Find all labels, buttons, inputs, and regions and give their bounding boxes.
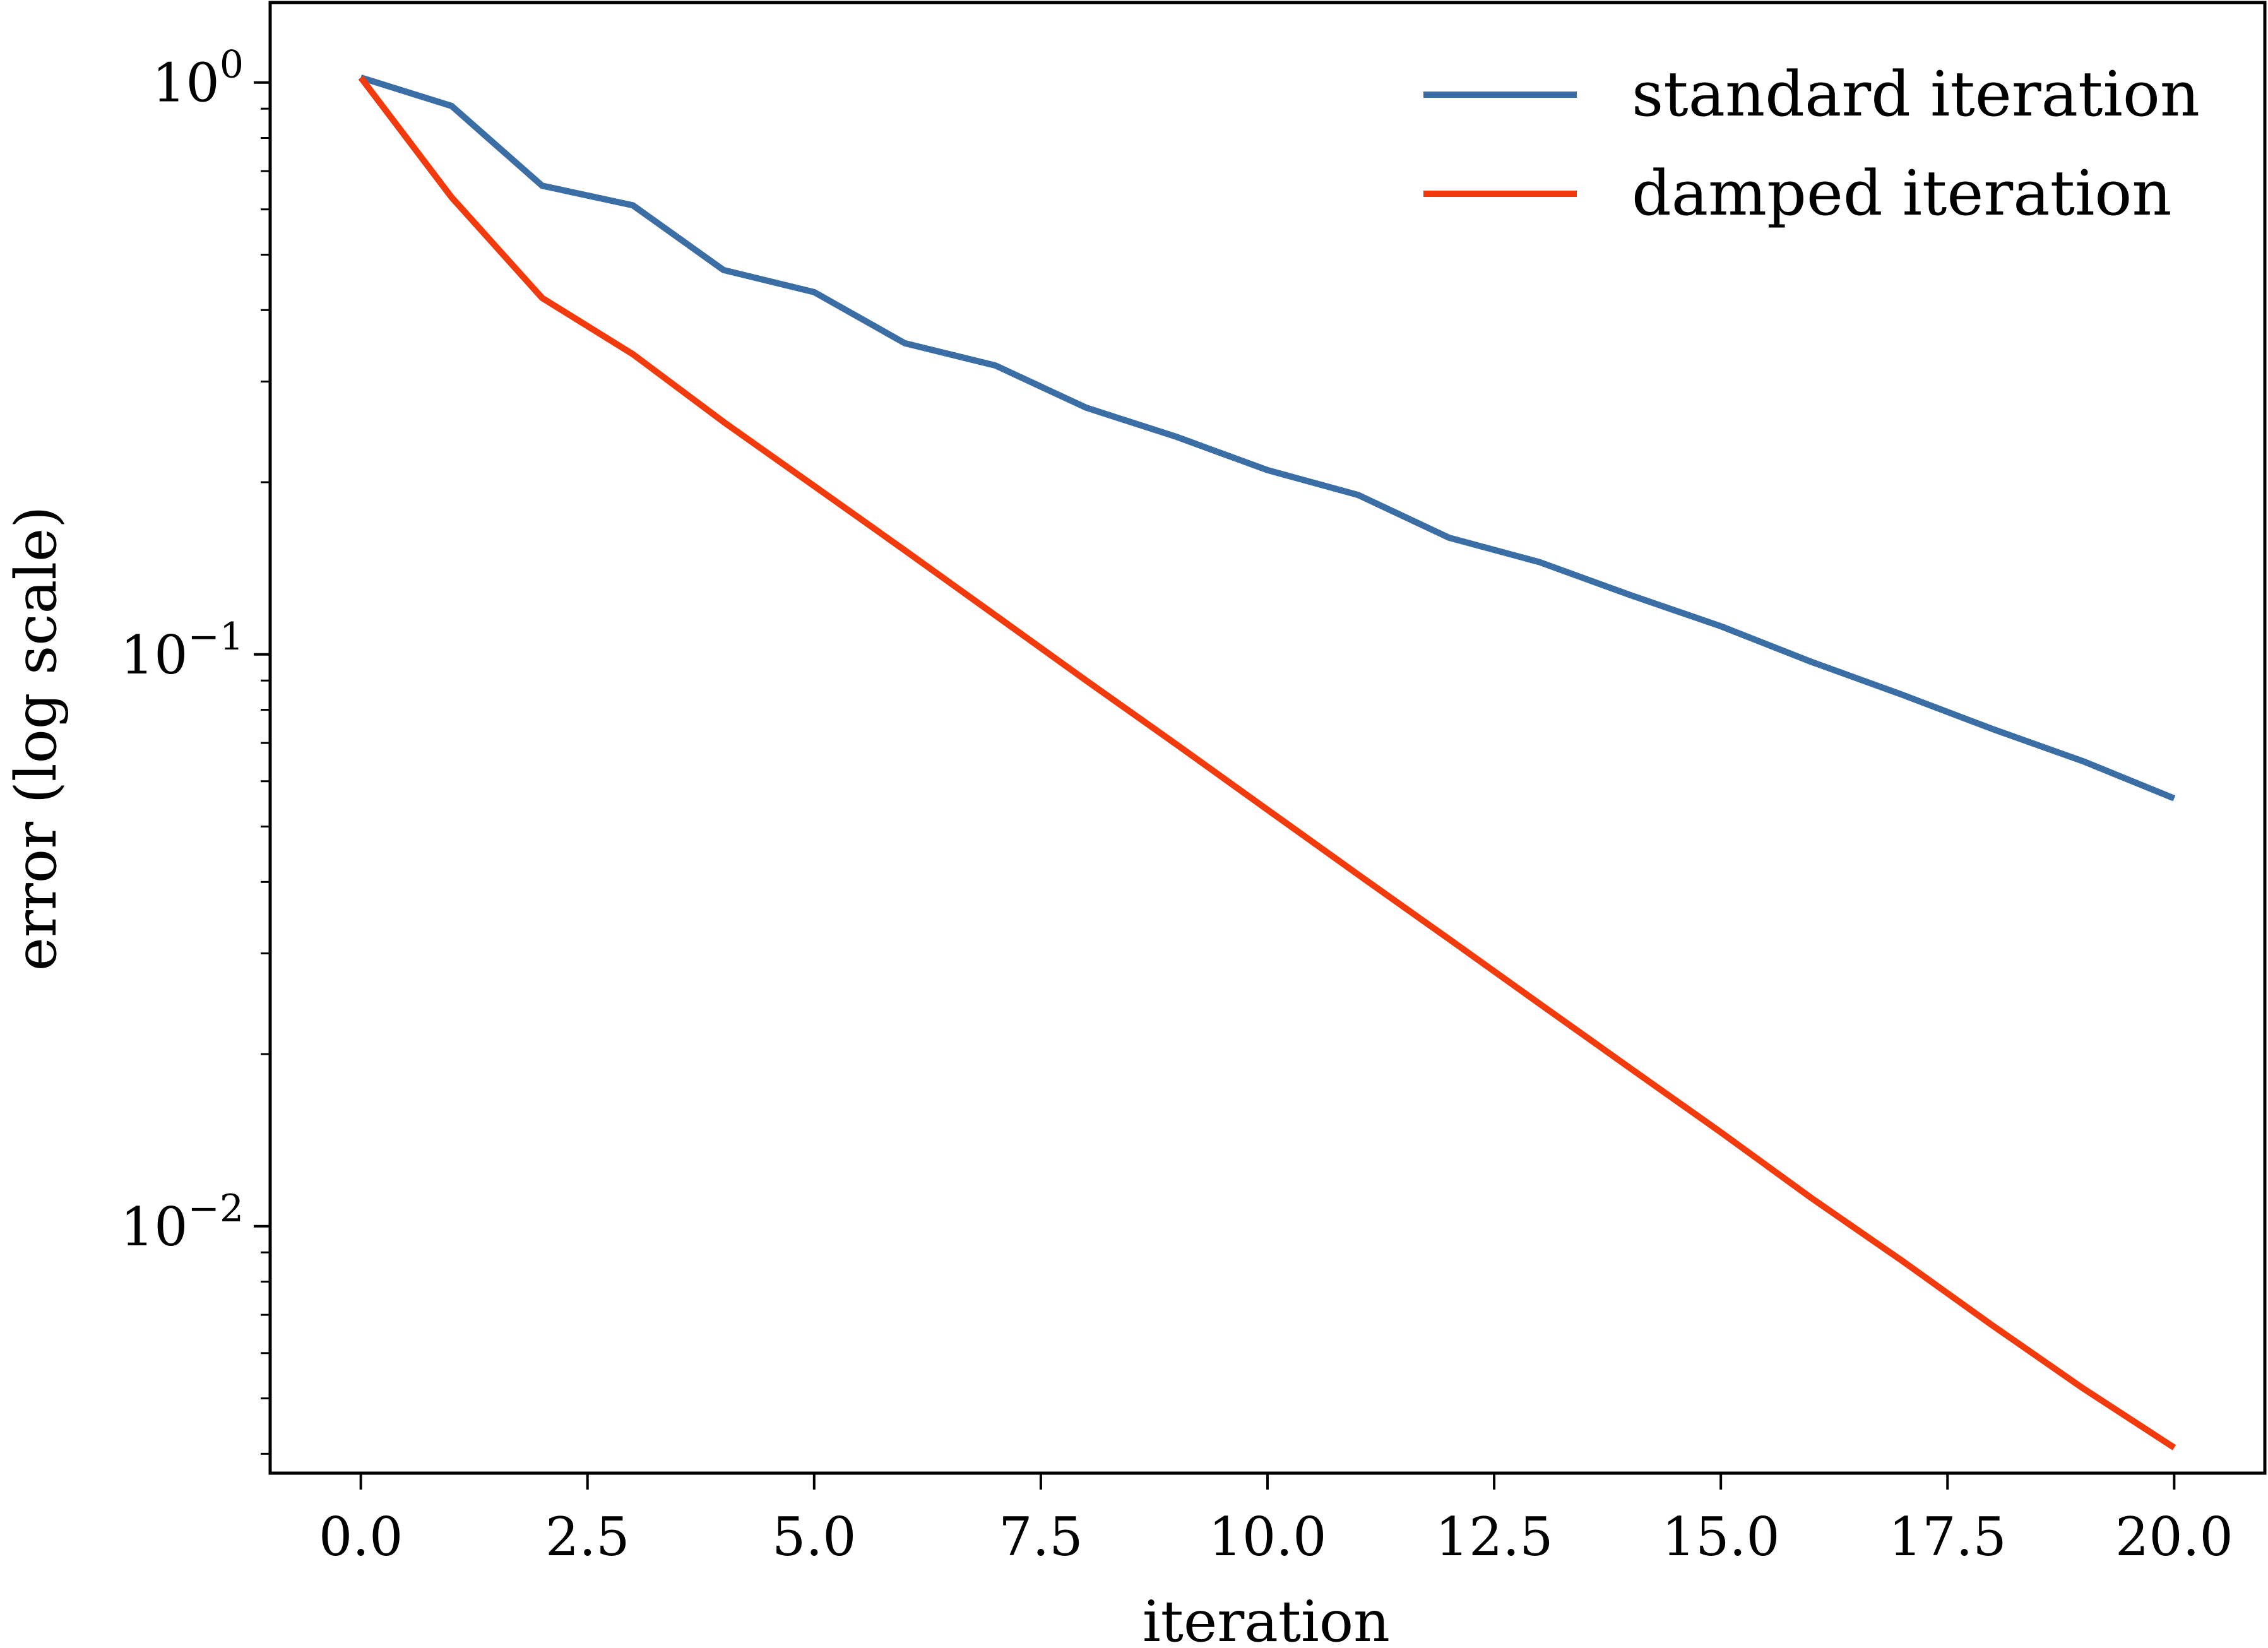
series-line-damped-iteration [358,75,2176,1450]
x-axis: 0.0 2.5 5.0 7.5 10.0 12.5 15.0 17.5 20.0 [319,1473,2233,1568]
x-tick-label: 2.5 [545,1506,630,1568]
series-layer [358,74,2176,1450]
x-tick-label: 5.0 [772,1506,857,1568]
y-tick-label: 100 [152,43,244,114]
x-tick-label: 20.0 [2115,1506,2233,1568]
legend-label-standard-iteration: standard iteration [1632,59,2200,131]
x-tick-label: 17.5 [1889,1506,2007,1568]
x-axis-label: iteration [1143,1589,1390,1648]
y-axis: 100 10−1 10−2 [121,43,270,1455]
legend: standard iteration damped iteration [1423,59,2200,230]
y-axis-label: error (log scale) [3,506,69,971]
legend-label-damped-iteration: damped iteration [1632,158,2172,230]
y-tick-label: 10−2 [121,1187,244,1258]
series-line-standard-iteration [360,74,2176,802]
x-tick-label: 12.5 [1435,1506,1553,1568]
x-tick-label: 15.0 [1662,1506,1780,1568]
x-tick-label: 0.0 [319,1506,403,1568]
x-tick-label: 7.5 [999,1506,1083,1568]
y-tick-label: 10−1 [121,615,244,686]
x-tick-label: 10.0 [1208,1506,1326,1568]
